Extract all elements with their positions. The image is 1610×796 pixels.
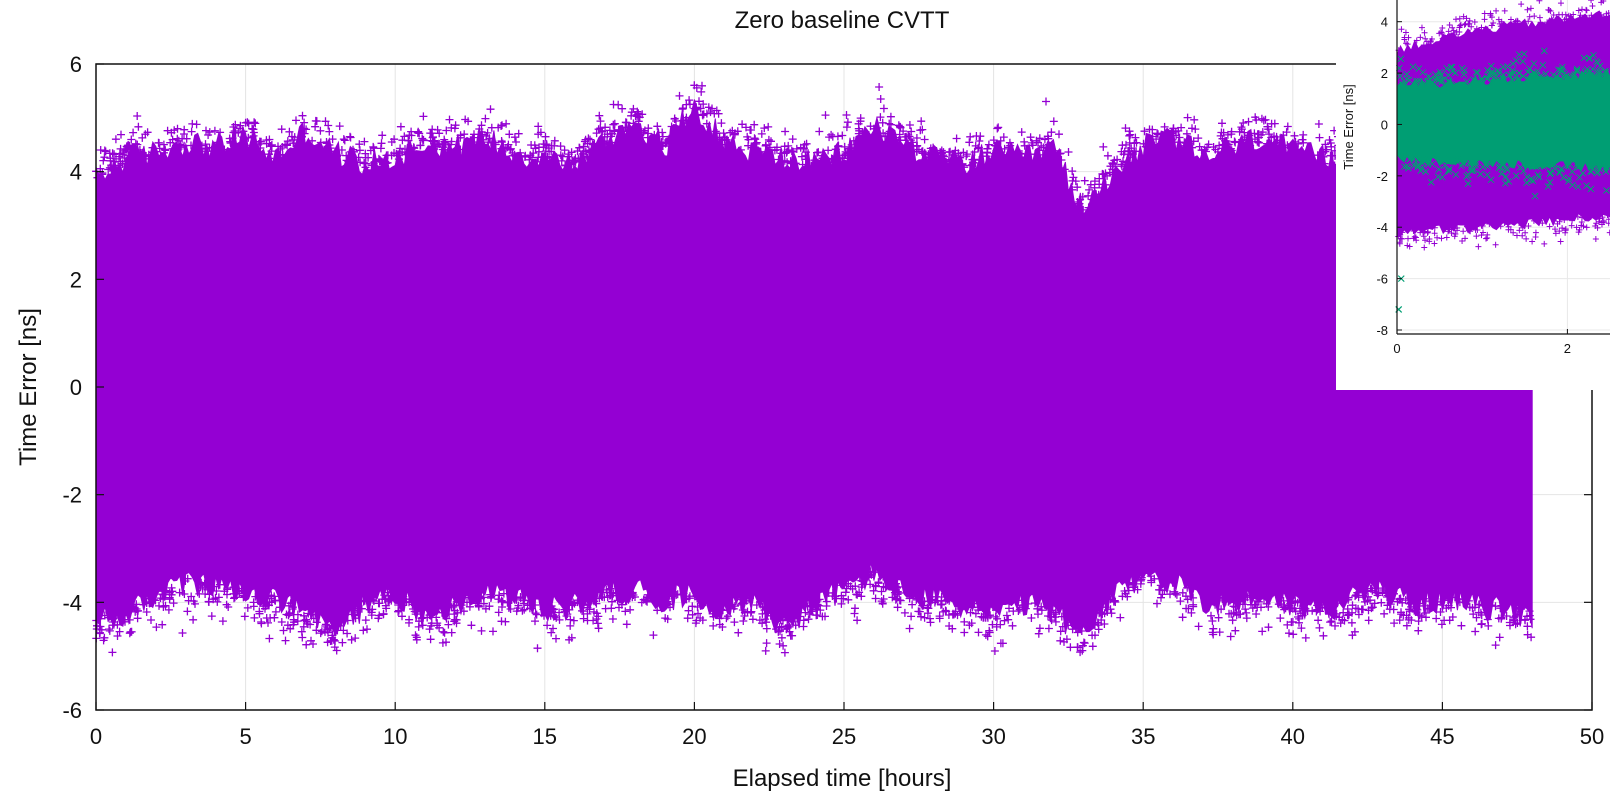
inset-y-tick-label: -8 (1376, 323, 1388, 338)
y-tick-label: -2 (62, 483, 82, 508)
inset-series-markers (1395, 0, 1610, 251)
x-tick-label: 35 (1131, 724, 1155, 749)
x-tick-label: 40 (1281, 724, 1305, 749)
inset-y-tick-label: -6 (1376, 272, 1388, 287)
x-tick-label: 30 (981, 724, 1005, 749)
inset-y-tick-label: 0 (1381, 117, 1388, 132)
y-tick-label: 4 (70, 160, 82, 185)
inset-y-tick-label: 2 (1381, 66, 1388, 81)
x-tick-label: 20 (682, 724, 706, 749)
y-tick-label: 6 (70, 52, 82, 77)
x-tick-label: 50 (1580, 724, 1604, 749)
x-tick-label: 15 (533, 724, 557, 749)
inset-series-points (1395, 0, 1610, 313)
inset-y-tick-label: -4 (1376, 220, 1388, 235)
x-axis-label: Elapsed time [hours] (733, 765, 952, 792)
y-tick-label: 0 (70, 375, 82, 400)
inset-y-axis-label: Time Error [ns] (1341, 84, 1356, 169)
main-x-ticks: 0 5 10 15 20 25 30 35 40 45 50 (90, 702, 1604, 749)
inset-chart: 0 2 4 2 0 -2 -4 -6 -8 Time Error [ns] (1336, 0, 1610, 390)
inset-series-markers (1395, 47, 1610, 200)
inset-y-ticks: 4 2 0 -2 -4 -6 -8 (1376, 15, 1402, 338)
x-tick-label: 10 (383, 724, 407, 749)
x-tick-label: 5 (239, 724, 251, 749)
inset-y-tick-label: 4 (1381, 15, 1388, 30)
y-tick-label: -4 (62, 590, 82, 615)
inset-series-band (1396, 67, 1610, 174)
main-series-band (95, 99, 1533, 637)
inset-x-tick-label: 0 (1393, 341, 1400, 356)
main-series-points (92, 81, 1536, 657)
x-tick-label: 25 (832, 724, 856, 749)
inset-x-tick-label: 2 (1564, 341, 1571, 356)
x-tick-label: 0 (90, 724, 102, 749)
chart-title: Zero baseline CVTT (735, 7, 950, 34)
y-axis-label: Time Error [ns] (15, 308, 42, 466)
inset-y-tick-label: -2 (1376, 169, 1388, 184)
x-tick-label: 45 (1430, 724, 1454, 749)
y-tick-label: 2 (70, 267, 82, 292)
y-tick-label: -6 (62, 698, 82, 723)
